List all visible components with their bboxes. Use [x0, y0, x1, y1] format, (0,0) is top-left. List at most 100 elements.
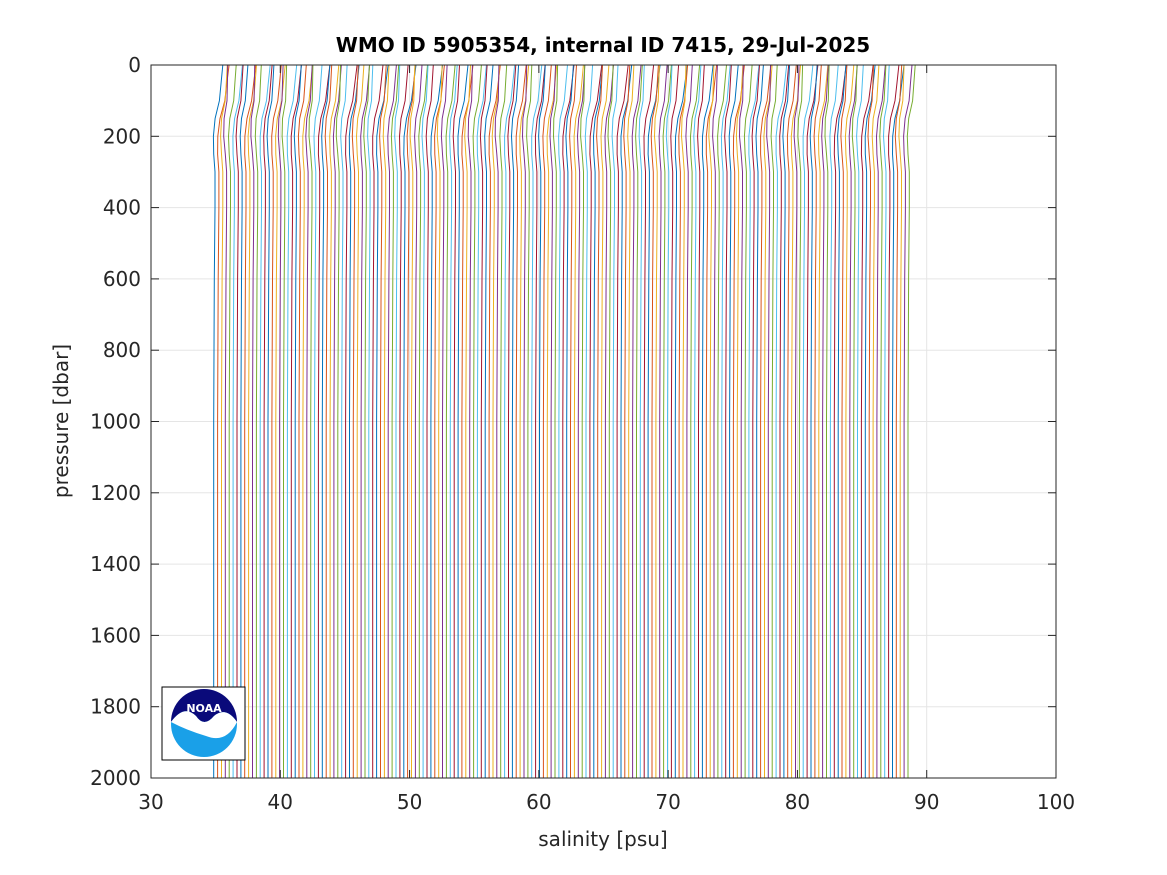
- profile-line: [293, 64, 302, 778]
- y-tick-label: 600: [103, 267, 141, 291]
- profile-line: [882, 64, 890, 778]
- y-tick-label: 0: [128, 53, 141, 77]
- profile-line: [449, 64, 458, 778]
- profile-line: [607, 64, 614, 778]
- x-tick-label: 50: [397, 790, 422, 814]
- profile-line: [824, 64, 830, 778]
- profile-line: [775, 64, 788, 778]
- profile-line: [738, 64, 744, 778]
- profile-line: [623, 64, 631, 778]
- profile-line: [875, 64, 886, 778]
- profile-line: [658, 64, 668, 778]
- profile-line: [476, 64, 487, 778]
- x-tick-label: 70: [655, 790, 680, 814]
- x-tick-label: 90: [914, 790, 939, 814]
- profile-line: [515, 64, 527, 778]
- profile-line: [616, 64, 629, 778]
- profile-line: [223, 64, 229, 778]
- y-tick-label: 800: [103, 338, 141, 362]
- profile-line: [631, 64, 642, 778]
- profile-line: [297, 64, 307, 778]
- profile-line: [351, 64, 359, 778]
- profile-line: [693, 64, 702, 778]
- profile-line: [674, 64, 688, 778]
- profile-line: [398, 64, 409, 778]
- profile-line: [689, 64, 701, 778]
- profile-line: [592, 64, 603, 778]
- profile-line: [701, 64, 714, 778]
- profile-line: [305, 64, 313, 778]
- profile-line: [542, 64, 552, 778]
- profile-line: [491, 64, 501, 778]
- profile-line: [317, 64, 331, 778]
- profile-line: [414, 64, 423, 778]
- profile-line: [507, 64, 517, 778]
- profile-line: [227, 64, 237, 778]
- profile-line: [239, 64, 249, 778]
- noaa-logo: NOAA: [161, 686, 246, 761]
- profile-line: [851, 64, 858, 778]
- profile-line: [546, 64, 558, 778]
- y-tick-label: 1000: [90, 410, 141, 434]
- profile-line: [871, 64, 880, 778]
- profile-line: [743, 64, 753, 778]
- profile-line: [440, 64, 448, 778]
- profile-line: [445, 64, 456, 778]
- profile-line: [232, 64, 243, 778]
- profile-line: [329, 64, 340, 778]
- profile-line: [394, 64, 401, 778]
- profile-line: [335, 64, 341, 778]
- profile-line: [367, 64, 374, 778]
- y-axis-label: pressure [dbar]: [49, 344, 73, 498]
- profile-line: [409, 64, 416, 778]
- profile-line: [856, 64, 864, 778]
- profile-line: [793, 64, 800, 778]
- profile-line: [650, 64, 659, 778]
- profile-line: [387, 64, 397, 778]
- profile-line: [720, 64, 731, 778]
- profile-line: [576, 64, 586, 778]
- profile-line: [452, 64, 460, 778]
- profile-line: [600, 64, 610, 778]
- profile-line: [538, 64, 546, 778]
- profile-line: [829, 64, 839, 778]
- profile-line: [259, 64, 271, 778]
- profile-line: [348, 64, 360, 778]
- y-tick-label: 1600: [90, 623, 141, 647]
- profile-line: [662, 64, 672, 778]
- profile-line: [552, 64, 559, 778]
- x-tick-label: 80: [785, 790, 810, 814]
- profile-line: [833, 64, 847, 778]
- profile-line: [717, 64, 727, 778]
- profile-line: [797, 64, 804, 778]
- profile-line: [390, 64, 400, 778]
- profile-line: [779, 64, 790, 778]
- profile-line: [504, 64, 516, 778]
- profile-line: [708, 64, 715, 778]
- profile-line: [751, 64, 760, 778]
- profile-line: [250, 64, 256, 778]
- profile-line: [266, 64, 275, 778]
- profile-line: [665, 64, 673, 778]
- profile-line: [521, 64, 528, 778]
- profile-line: [589, 64, 603, 778]
- axis-ticks: 30 40 50 60 70 80 90 10002004006008001000120014…: [90, 53, 1075, 814]
- profile-line: [670, 64, 680, 778]
- profile-line: [888, 64, 900, 778]
- profile-line: [821, 64, 829, 778]
- profile-line: [457, 64, 469, 778]
- profile-line: [906, 64, 916, 778]
- y-tick-label: 2000: [90, 766, 141, 790]
- profile-line: [345, 64, 358, 778]
- profile-line: [760, 64, 772, 778]
- y-tick-label: 1400: [90, 552, 141, 576]
- profile-line: [436, 64, 443, 778]
- profile-line: [627, 64, 635, 778]
- profile-line: [573, 64, 584, 778]
- profile-line: [244, 64, 257, 778]
- profile-line: [840, 64, 848, 778]
- profile-line: [712, 64, 718, 778]
- profile-line: [290, 64, 302, 778]
- profile-line: [903, 64, 913, 778]
